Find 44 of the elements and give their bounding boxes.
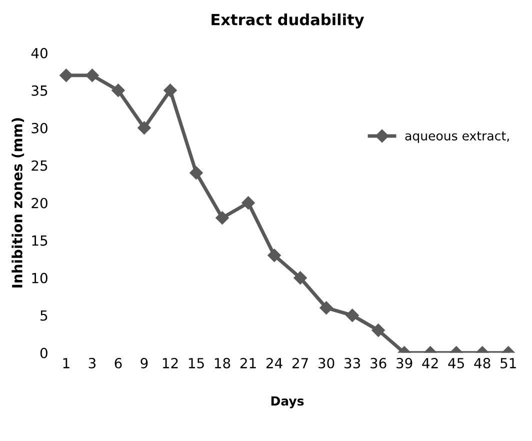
y-tick-label: 30 <box>32 122 48 134</box>
point <box>294 271 307 284</box>
x-tick-label: 30 <box>318 358 334 368</box>
point <box>138 121 151 134</box>
x-tick-label: 27 <box>292 358 308 368</box>
y-tick-label: 40 <box>31 48 48 58</box>
y-tick-label: 5 <box>40 310 48 321</box>
chart-title: Extract dudability <box>212 14 364 28</box>
x-tick-label: 1 <box>63 358 70 368</box>
y-tick-label: 20 <box>32 198 48 208</box>
x-tick-label: 18 <box>214 358 230 368</box>
legend-label: aqueous extract, <box>405 132 509 143</box>
x-tick-label: 9 <box>140 358 148 368</box>
point <box>86 68 99 82</box>
x-tick-label: 48 <box>474 358 490 368</box>
x-tick-label: 51 <box>500 358 516 368</box>
y-tick-label: 10 <box>32 272 48 284</box>
x-tick-label: 12 <box>162 358 178 368</box>
x-tick-label: 45 <box>448 358 464 368</box>
point <box>320 301 333 314</box>
y-tick-label: 0 <box>40 348 48 358</box>
x-tick-label: 33 <box>344 358 360 368</box>
point <box>112 84 125 97</box>
point <box>372 324 385 337</box>
y-axis-title: Inhibition zones (mm) <box>12 118 24 288</box>
point <box>190 166 203 180</box>
x-tick-label: 21 <box>240 358 256 368</box>
x-axis-title: Days <box>271 396 304 408</box>
x-tick-label: 15 <box>188 358 204 368</box>
x-tick-label: 39 <box>396 358 412 368</box>
point <box>216 211 229 224</box>
y-tick-label: 35 <box>32 85 48 96</box>
point <box>60 68 73 82</box>
x-tick-label: 36 <box>370 358 386 368</box>
x-tick-label: 24 <box>266 358 282 368</box>
point <box>242 196 255 210</box>
x-tick-label: 3 <box>88 358 96 368</box>
y-tick-label: 15 <box>32 235 48 246</box>
y-tick-label: 25 <box>32 160 48 171</box>
x-tick-label: 6 <box>114 358 122 368</box>
x-tick-label: 42 <box>422 358 438 368</box>
point <box>268 248 281 262</box>
point <box>164 84 177 97</box>
point <box>346 308 359 322</box>
